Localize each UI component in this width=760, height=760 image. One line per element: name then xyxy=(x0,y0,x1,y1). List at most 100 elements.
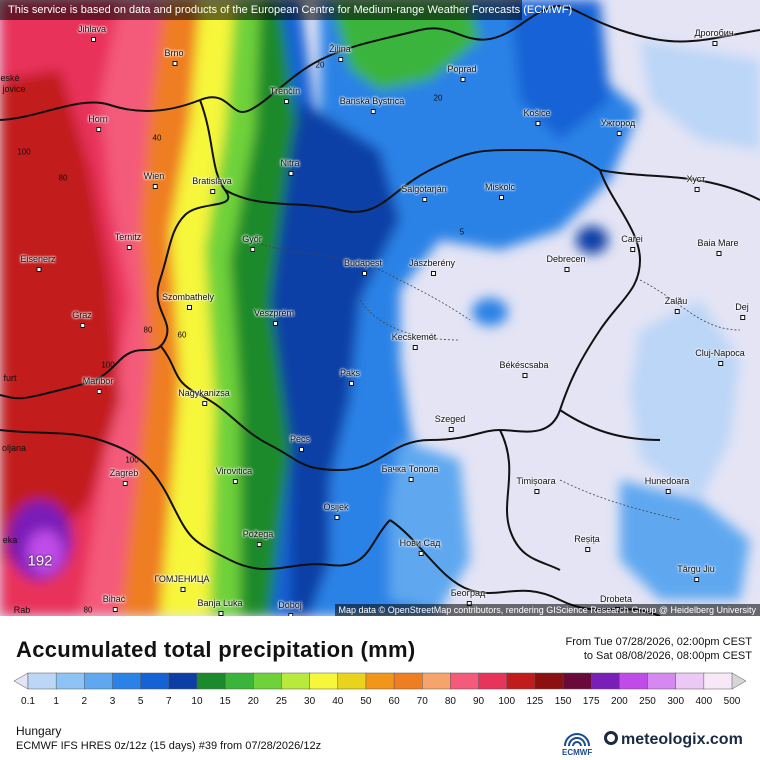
legend-color-swatch xyxy=(703,672,733,690)
period-from: From Tue 07/28/2026, 02:00pm CEST xyxy=(565,636,753,648)
legend-ticks: 0.1 1 2 3 5 7 10 15 20 25 30 40 50 60 70 80 90 100 125 150 1… xyxy=(0,696,760,710)
legend-tick-label: 150 xyxy=(554,696,572,707)
city-label: Бачка Топола xyxy=(381,464,439,482)
edge-city-label: Rab xyxy=(13,605,31,615)
city-label: Drobeta xyxy=(599,594,633,612)
city-label: Virovitica xyxy=(215,466,253,484)
city-label: Jihlava xyxy=(77,24,107,42)
precipitation-field xyxy=(0,0,760,616)
city-label: Zagreb xyxy=(109,468,139,486)
legend-color-swatch xyxy=(84,672,114,690)
region-name: Hungary xyxy=(16,724,62,738)
ecmwf-logo-text: ECMWF xyxy=(562,748,593,757)
city-label: Požega xyxy=(242,529,274,547)
legend-tick-label: 15 xyxy=(219,696,231,707)
legend-color-swatch xyxy=(731,672,747,690)
city-label: Jászberény xyxy=(408,258,456,276)
city-label: Debrecen xyxy=(546,254,586,272)
region-borders xyxy=(249,239,741,521)
city-label: Szombathely xyxy=(161,292,215,310)
edge-city-label: eka xyxy=(2,535,18,545)
city-label: Salgótarján xyxy=(401,184,447,202)
city-label: Košice xyxy=(523,108,551,126)
legend-color-swatch xyxy=(337,672,367,690)
legend-color-swatch xyxy=(140,672,170,690)
legend-tick-label: 60 xyxy=(388,696,400,707)
city-label: Brno xyxy=(164,48,184,66)
legend-tick-label: 50 xyxy=(360,696,372,707)
isoline-label: 80 xyxy=(58,173,68,183)
city-label: Ternitz xyxy=(114,232,142,250)
legend-tick-label: 7 xyxy=(166,696,172,707)
legend-color-swatch xyxy=(196,672,226,690)
legend-tick-label: 400 xyxy=(695,696,713,707)
legend-color-swatch xyxy=(27,672,57,690)
isoline-label: 20 xyxy=(315,60,325,70)
legend-tick-label: 125 xyxy=(526,696,544,707)
isoline-label: 5 xyxy=(459,227,465,237)
model-run-info: ECMWF IFS HRES 0z/12z (15 days) #39 from… xyxy=(16,740,322,752)
isoline-label: 60 xyxy=(177,330,187,340)
city-label: Timișoara xyxy=(516,476,556,494)
edge-city-label: eské xyxy=(0,73,20,83)
city-label: Dej xyxy=(735,302,749,320)
legend-tick-label: 100 xyxy=(498,696,516,707)
legend-color-swatch xyxy=(281,672,311,690)
city-label: Београд xyxy=(450,588,486,606)
city-label: Žilina xyxy=(329,44,351,62)
city-label: Хуст xyxy=(686,174,706,192)
legend-color-swatch xyxy=(309,672,339,690)
legend-color-swatch xyxy=(168,672,198,690)
city-label: Budapest xyxy=(343,258,383,276)
legend-tick-label: 200 xyxy=(611,696,628,707)
legend-tick-label: 0.1 xyxy=(21,696,35,707)
legend-color-swatch xyxy=(253,672,283,690)
legend-tick-label: 500 xyxy=(723,696,741,707)
meteologix-brand[interactable]: meteologix.com xyxy=(604,731,743,749)
isoline-label: 100 xyxy=(125,455,139,465)
isoline-label: 80 xyxy=(83,605,93,615)
legend-tick-label: 90 xyxy=(472,696,485,707)
legend-tick-label: 40 xyxy=(332,696,344,707)
city-label: Нови Сад xyxy=(399,538,441,556)
ecmwf-logo-icon xyxy=(564,733,590,747)
map-attribution[interactable]: Map data © OpenStreetMap contributors, r… xyxy=(334,604,760,616)
city-label: Paks xyxy=(339,368,361,386)
legend-tick-label: 2 xyxy=(81,696,88,707)
city-label: Nitra xyxy=(280,158,300,176)
city-label: Doboj xyxy=(278,600,302,616)
legend-color-swatch xyxy=(590,672,621,690)
city-label: Reșița xyxy=(574,534,600,552)
legend-color-swatch xyxy=(506,672,536,690)
city-label: Poprad xyxy=(447,64,477,82)
city-label: Banja Luka xyxy=(197,598,243,616)
city-label: Eisenerz xyxy=(20,254,56,272)
isoline-label: 20 xyxy=(433,93,443,103)
isoline-label: 40 xyxy=(152,133,162,143)
legend-tick-label: 175 xyxy=(582,696,600,707)
city-label: Osijek xyxy=(323,502,349,520)
city-label: Békéscsaba xyxy=(499,360,549,378)
city-label: Nagykanizsa xyxy=(178,388,230,406)
city-label: Wien xyxy=(143,171,165,189)
city-label: Szeged xyxy=(434,414,466,432)
city-label: Carei xyxy=(621,234,643,252)
city-label: Ужгород xyxy=(600,118,636,136)
city-label: Baia Mare xyxy=(697,238,739,256)
legend-tick-label: 70 xyxy=(416,696,428,707)
edge-city-label: oljana xyxy=(1,443,27,453)
isoline-label: 80 xyxy=(143,325,153,335)
legend-color-swatch xyxy=(112,672,142,690)
city-label: Zalău xyxy=(664,296,688,314)
chart-title: Accumulated total precipitation (mm) xyxy=(16,637,416,662)
city-label: Bihać xyxy=(102,594,126,612)
legend-tick-label: 80 xyxy=(444,696,456,707)
city-label: Cluj-Napoca xyxy=(695,348,745,366)
city-label: Pécs xyxy=(289,434,311,452)
isoline-label: 100 xyxy=(17,147,31,157)
legend-tick-label: 30 xyxy=(304,696,316,707)
max-value-label: 192 xyxy=(27,552,53,570)
legend-color-swatch xyxy=(421,672,452,690)
legend-tick-label: 1 xyxy=(53,696,59,707)
meteologix-logo-icon xyxy=(604,731,618,745)
